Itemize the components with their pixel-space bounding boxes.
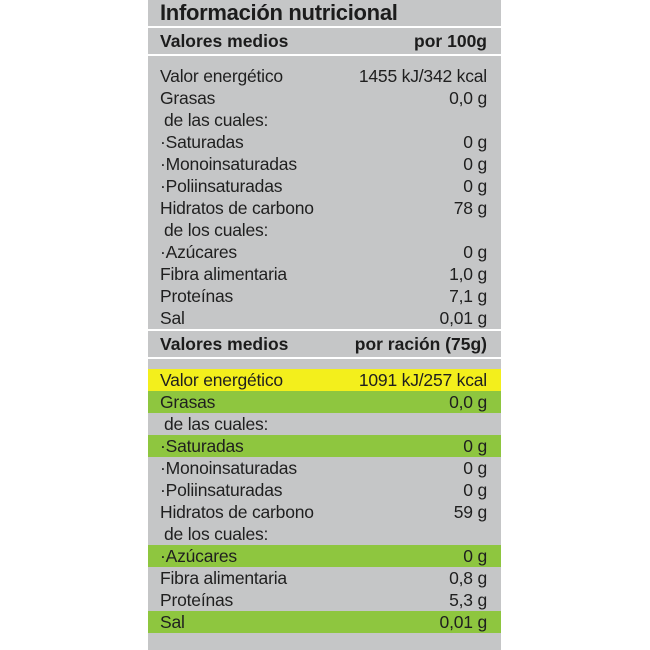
nutrition-label: Información nutricional Valores medios p…: [148, 0, 501, 650]
nutrient-value: 0,01 g: [439, 611, 488, 632]
per-100g-nutrient-row: Valor energético 1455 kJ/342 kcal: [148, 65, 501, 87]
per-serving-nutrient-row: de las cuales:: [148, 413, 501, 435]
nutrient-value: 0,01 g: [439, 307, 488, 328]
per-serving-nutrient-row: Grasas 0,0 g: [148, 391, 501, 413]
nutrient-label: Fibra alimentaria: [160, 263, 287, 284]
nutrient-label: ·Saturadas: [160, 435, 244, 456]
per-serving-rows: Valor energético 1091 kJ/257 kcal Grasas 0,…: [148, 359, 501, 633]
per-100g-nutrient-row: Proteínas 7,1 g: [148, 285, 501, 307]
nutrient-label: Hidratos de carbono: [160, 197, 314, 218]
per-serving-nutrient-row: Hidratos de carbono 59 g: [148, 501, 501, 523]
nutrient-value: 0 g: [463, 175, 487, 196]
nutrient-value: 0,0 g: [449, 391, 487, 412]
per-serving-nutrient-row: Proteínas 5,3 g: [148, 589, 501, 611]
nutrient-value: 0 g: [463, 435, 487, 456]
per-100g-nutrient-row: de las cuales:: [148, 109, 501, 131]
per-serving-nutrient-row: Valor energético 1091 kJ/257 kcal: [148, 369, 501, 391]
nutrient-value: 0 g: [463, 153, 487, 174]
nutrient-label: de los cuales:: [164, 523, 269, 544]
nutrient-value: 0 g: [463, 457, 487, 478]
nutrient-label: Proteínas: [160, 589, 234, 610]
nutrient-label: de las cuales:: [164, 109, 269, 130]
per-100g-nutrient-row: ·Poliinsaturadas 0 g: [148, 175, 501, 197]
nutrient-label: ·Monoinsaturadas: [160, 457, 297, 478]
nutrient-label: ·Saturadas: [160, 131, 244, 152]
per-serving-header-value: por ración (75g): [354, 333, 487, 354]
nutrition-title: Información nutricional: [160, 0, 398, 25]
nutrient-value: 7,1 g: [449, 285, 487, 306]
per-100g-nutrient-row: Grasas 0,0 g: [148, 87, 501, 109]
per-100g-header-label: Valores medios: [160, 30, 289, 51]
per-100g-nutrient-row: Sal 0,01 g: [148, 307, 501, 329]
nutrient-label: Valor energético: [160, 369, 283, 390]
nutrient-label: Fibra alimentaria: [160, 567, 287, 588]
per-100g-nutrient-row: ·Saturadas 0 g: [148, 131, 501, 153]
nutrient-value: 0 g: [463, 545, 487, 566]
per-100g-rows: Valor energético 1455 kJ/342 kcal Grasas 0,…: [160, 56, 487, 329]
per-serving-nutrient-row: Sal 0,01 g: [148, 611, 501, 633]
nutrient-label: ·Poliinsaturadas: [160, 479, 283, 500]
per-serving-nutrient-row: ·Monoinsaturadas 0 g: [148, 457, 501, 479]
nutrient-value: 1455 kJ/342 kcal: [358, 65, 487, 86]
per-serving-nutrient-row: ·Saturadas 0 g: [148, 435, 501, 457]
nutrient-label: Hidratos de carbono: [160, 501, 314, 522]
per-serving-nutrient-row: Fibra alimentaria 0,8 g: [148, 567, 501, 589]
per-100g-header: Valores medios por 100g: [148, 26, 501, 56]
nutrient-label: Sal: [160, 611, 185, 632]
per-100g-nutrient-row: ·Monoinsaturadas 0 g: [148, 153, 501, 175]
per-serving-nutrient-row: ·Azúcares 0 g: [148, 545, 501, 567]
nutrient-label: Grasas: [160, 87, 216, 108]
per-100g-nutrient-row: ·Azúcares 0 g: [148, 241, 501, 263]
nutrient-label: ·Monoinsaturadas: [160, 153, 297, 174]
per-serving-nutrient-row: de los cuales:: [148, 523, 501, 545]
per-serving-header-label: Valores medios: [160, 333, 289, 354]
nutrient-value: 0 g: [463, 479, 487, 500]
nutrient-value: 78 g: [453, 197, 487, 218]
nutrient-value: 0 g: [463, 241, 487, 262]
nutrient-value: 1,0 g: [449, 263, 487, 284]
nutrient-label: Sal: [160, 307, 185, 328]
nutrient-value: 1091 kJ/257 kcal: [358, 369, 487, 390]
per-100g-nutrient-row: de los cuales:: [148, 219, 501, 241]
nutrient-value: 59 g: [453, 501, 487, 522]
nutrient-label: Grasas: [160, 391, 216, 412]
nutrient-value: 0,8 g: [449, 567, 487, 588]
per-100g-nutrient-row: Fibra alimentaria 1,0 g: [148, 263, 501, 285]
nutrient-value: 5,3 g: [449, 589, 487, 610]
nutrient-label: ·Poliinsaturadas: [160, 175, 283, 196]
nutrient-label: de los cuales:: [164, 219, 269, 240]
per-serving-nutrient-row: ·Poliinsaturadas 0 g: [148, 479, 501, 501]
nutrient-value: 0,0 g: [449, 87, 487, 108]
per-serving-header: Valores medios por ración (75g): [148, 329, 501, 359]
nutrient-label: ·Azúcares: [160, 241, 237, 262]
nutrient-value: 0 g: [463, 131, 487, 152]
nutrient-label: Proteínas: [160, 285, 234, 306]
nutrient-label: de las cuales:: [164, 413, 269, 434]
nutrient-label: ·Azúcares: [160, 545, 237, 566]
per-100g-header-value: por 100g: [414, 30, 487, 51]
per-100g-nutrient-row: Hidratos de carbono 78 g: [148, 197, 501, 219]
nutrient-label: Valor energético: [160, 65, 283, 86]
